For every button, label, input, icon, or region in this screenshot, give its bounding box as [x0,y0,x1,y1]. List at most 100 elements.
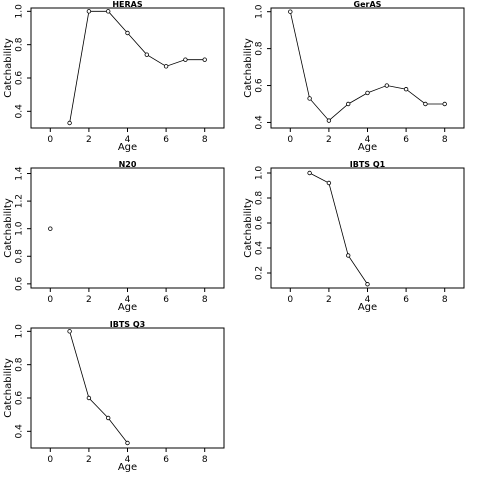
x-tick-label: 2 [86,295,92,305]
y-tick-label: 0.6 [255,78,265,93]
y-tick-label: 0.8 [15,249,25,264]
data-point [105,415,111,421]
data-point [403,87,409,92]
y-axis-label: Catchability [3,38,14,98]
y-tick-label: 0.6 [15,276,25,291]
y-axis-label: Catchability [3,198,14,258]
data-point [86,395,92,401]
y-axis-label: Catchability [243,198,254,258]
data-point [86,9,92,14]
y-tick-label: 1.0 [15,4,25,19]
y-tick-label: 0.6 [255,216,265,231]
series-line [69,331,128,444]
panel-2: GerAS 0 2 4 6 8 0.4 0.6 0.8 1.0 Age Catchability [243,0,465,153]
x-axis-label: Age [118,462,137,473]
series-line [289,11,445,122]
y-tick-label: 1.2 [15,194,25,208]
x-axis-label: Age [118,142,137,153]
series-line [69,10,205,124]
data-point [163,64,169,69]
y-axis-label: Catchability [3,358,14,418]
panel-3: N20 0 2 4 6 8 0.6 0.8 1.0 1.2 1.4 Age Catchability [3,160,225,313]
y-tick-label: 0.4 [255,115,265,130]
data-point [365,282,370,287]
panel-4: IBTS Q1 0 2 4 6 8 0.2 0.4 0.6 0.8 1.0 Age Catchabili… [243,160,465,313]
x-tick-label: 6 [163,135,169,145]
x-axis-label: Age [358,302,377,313]
y-tick-label: 0.8 [15,357,25,372]
data-point [442,101,447,107]
y-tick-label: 0.8 [255,191,265,206]
x-tick-label: 8 [442,135,448,145]
x-tick-label: 6 [403,295,409,305]
data-point [365,90,370,96]
data-point [125,30,130,36]
y-tick-label: 0.4 [255,241,265,256]
panel-title: HERAS [112,0,143,9]
y-tick-label: 1.0 [255,4,265,19]
data-point [307,96,312,101]
panel-1: HERAS 0 2 4 6 8 0.4 0.6 0.8 1.0 Age Catchability [3,0,225,153]
data-point [288,9,293,14]
y-tick-label: 0.4 [15,104,25,119]
panel-title: IBTS Q3 [110,320,145,329]
x-tick-label: 6 [403,135,409,145]
data-point [67,120,72,126]
data-point [202,57,207,62]
x-tick-label: 4 [125,135,131,145]
x-tick-label: 4 [125,295,131,305]
y-tick-label: 1.0 [15,324,25,339]
y-tick-label: 1.0 [255,166,265,181]
y-tick-label: 0.6 [15,391,25,406]
data-point [346,253,351,258]
x-tick-label: 2 [86,455,92,465]
panel-5: IBTS Q3 0 2 4 6 8 0.4 0.6 0.8 1.0 Age Catchability [3,320,225,473]
plot-frame [30,7,225,129]
x-tick-label: 4 [365,135,371,145]
x-tick-label: 2 [326,135,332,145]
x-tick-label: 8 [202,135,208,145]
plot-frame [270,167,465,289]
x-axis-label: Age [358,142,377,153]
data-point [384,83,389,88]
x-tick-label: 6 [163,455,169,465]
data-point [67,329,72,334]
data-point [48,226,53,231]
data-point [183,57,188,62]
y-tick-label: 0.8 [15,37,25,52]
data-point [144,52,149,57]
x-tick-label: 0 [287,135,293,145]
y-axis-label: Catchability [243,38,254,98]
plot-frame [270,7,465,129]
x-tick-label: 6 [163,295,169,305]
panel-title: IBTS Q1 [350,160,386,169]
data-point [105,9,111,14]
y-tick-label: 0.8 [255,41,265,56]
y-tick-label: 0.2 [255,266,265,280]
x-tick-label: 0 [287,295,293,305]
x-tick-label: 8 [442,295,448,305]
data-point [326,180,332,186]
series-line [309,172,368,285]
data-point [125,440,130,446]
data-point [423,101,428,107]
panel-title: GerAS [354,0,382,9]
data-point [307,170,312,176]
plot-frame [30,167,225,289]
y-tick-label: 1.4 [15,166,25,181]
panel-title: N20 [119,160,137,169]
x-tick-label: 0 [47,455,53,465]
x-tick-label: 4 [125,455,131,465]
data-point [326,118,332,123]
x-tick-label: 2 [86,135,92,145]
plot-frame [30,327,225,449]
x-tick-label: 0 [47,295,53,305]
x-axis-label: Age [118,302,137,313]
x-tick-label: 8 [202,295,208,305]
y-tick-label: 0.6 [15,71,25,86]
x-tick-label: 2 [326,295,332,305]
x-tick-label: 0 [47,135,53,145]
y-tick-label: 1.0 [15,221,25,236]
y-tick-label: 0.4 [15,424,25,439]
